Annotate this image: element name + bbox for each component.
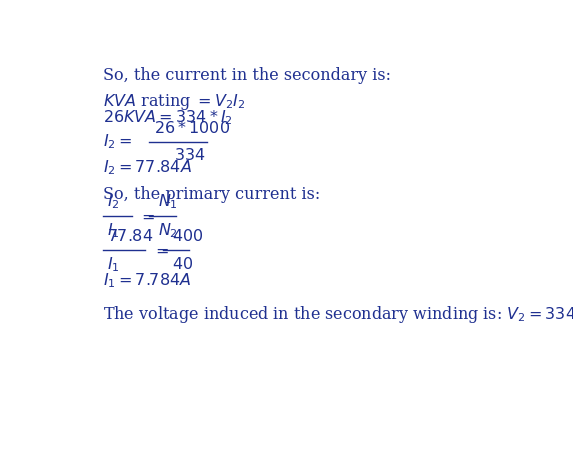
Text: $\mathit{KVA}$ rating $= V_2I_2$: $\mathit{KVA}$ rating $= V_2I_2$ bbox=[103, 91, 245, 112]
Text: $26*1000$: $26*1000$ bbox=[154, 120, 230, 136]
Text: $334$: $334$ bbox=[174, 146, 205, 164]
Text: $I_1$: $I_1$ bbox=[107, 255, 120, 274]
Text: $40$: $40$ bbox=[171, 256, 193, 273]
Text: So, the primary current is:: So, the primary current is: bbox=[103, 186, 320, 203]
Text: $I_1$: $I_1$ bbox=[107, 221, 120, 240]
Text: $=$: $=$ bbox=[138, 208, 155, 225]
Text: The voltage induced in the secondary winding is: $V_2 = 334V.$: The voltage induced in the secondary win… bbox=[103, 304, 573, 325]
Text: $77.84$: $77.84$ bbox=[107, 228, 154, 245]
Text: $I_2 = 77.84A$: $I_2 = 77.84A$ bbox=[103, 158, 192, 177]
Text: $I_2 =$: $I_2 =$ bbox=[103, 132, 132, 151]
Text: $N_2$: $N_2$ bbox=[158, 221, 178, 240]
Text: $=$: $=$ bbox=[151, 242, 168, 259]
Text: $26\mathit{KVA} = 334 * I_2$: $26\mathit{KVA} = 334 * I_2$ bbox=[103, 109, 233, 127]
Text: $400$: $400$ bbox=[171, 228, 203, 245]
Text: $I_2$: $I_2$ bbox=[107, 193, 120, 211]
Text: So, the current in the secondary is:: So, the current in the secondary is: bbox=[103, 67, 391, 84]
Text: $I_1 = 7.784A$: $I_1 = 7.784A$ bbox=[103, 271, 191, 290]
Text: $N_1$: $N_1$ bbox=[158, 193, 178, 211]
